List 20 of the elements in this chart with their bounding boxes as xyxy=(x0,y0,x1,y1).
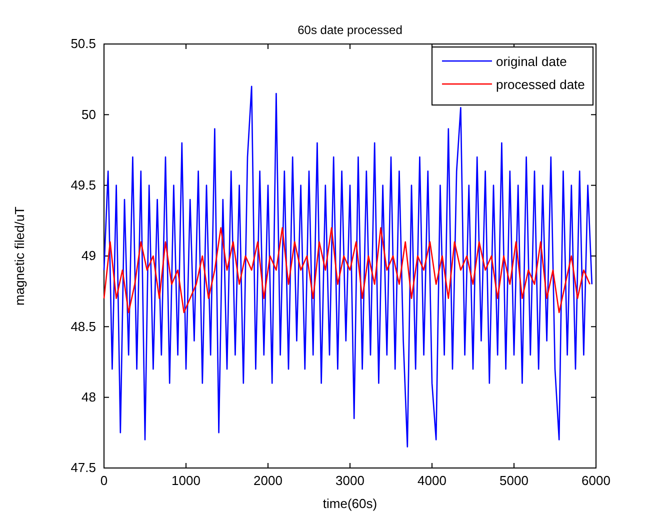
y-tick-label: 49.5 xyxy=(70,177,96,192)
chart-title: 60s date processed xyxy=(298,23,402,37)
x-tick-label: 6000 xyxy=(582,473,610,488)
y-tick-label: 48.5 xyxy=(70,318,96,334)
y-tick-label: 50 xyxy=(82,106,96,122)
x-tick-label: 3000 xyxy=(336,473,364,488)
y-tick-label: 47.5 xyxy=(70,460,96,476)
x-tick-label: 0 xyxy=(100,473,108,488)
y-axis-title: magnetic filed/uT xyxy=(12,206,27,306)
x-tick-label: 4000 xyxy=(418,473,446,488)
legend-label: original date xyxy=(496,54,567,69)
x-tick-label: 1000 xyxy=(172,473,200,488)
x-axis-title: time(60s) xyxy=(322,496,378,511)
x-tick-label: 5000 xyxy=(500,473,528,488)
y-tick-label: 48 xyxy=(82,389,96,404)
x-tick-label: 2000 xyxy=(254,473,282,488)
legend-label: processed date xyxy=(496,77,585,92)
y-tick-label: 50.5 xyxy=(70,36,96,52)
line-series xyxy=(103,227,590,314)
y-tick-label: 49 xyxy=(82,248,96,264)
